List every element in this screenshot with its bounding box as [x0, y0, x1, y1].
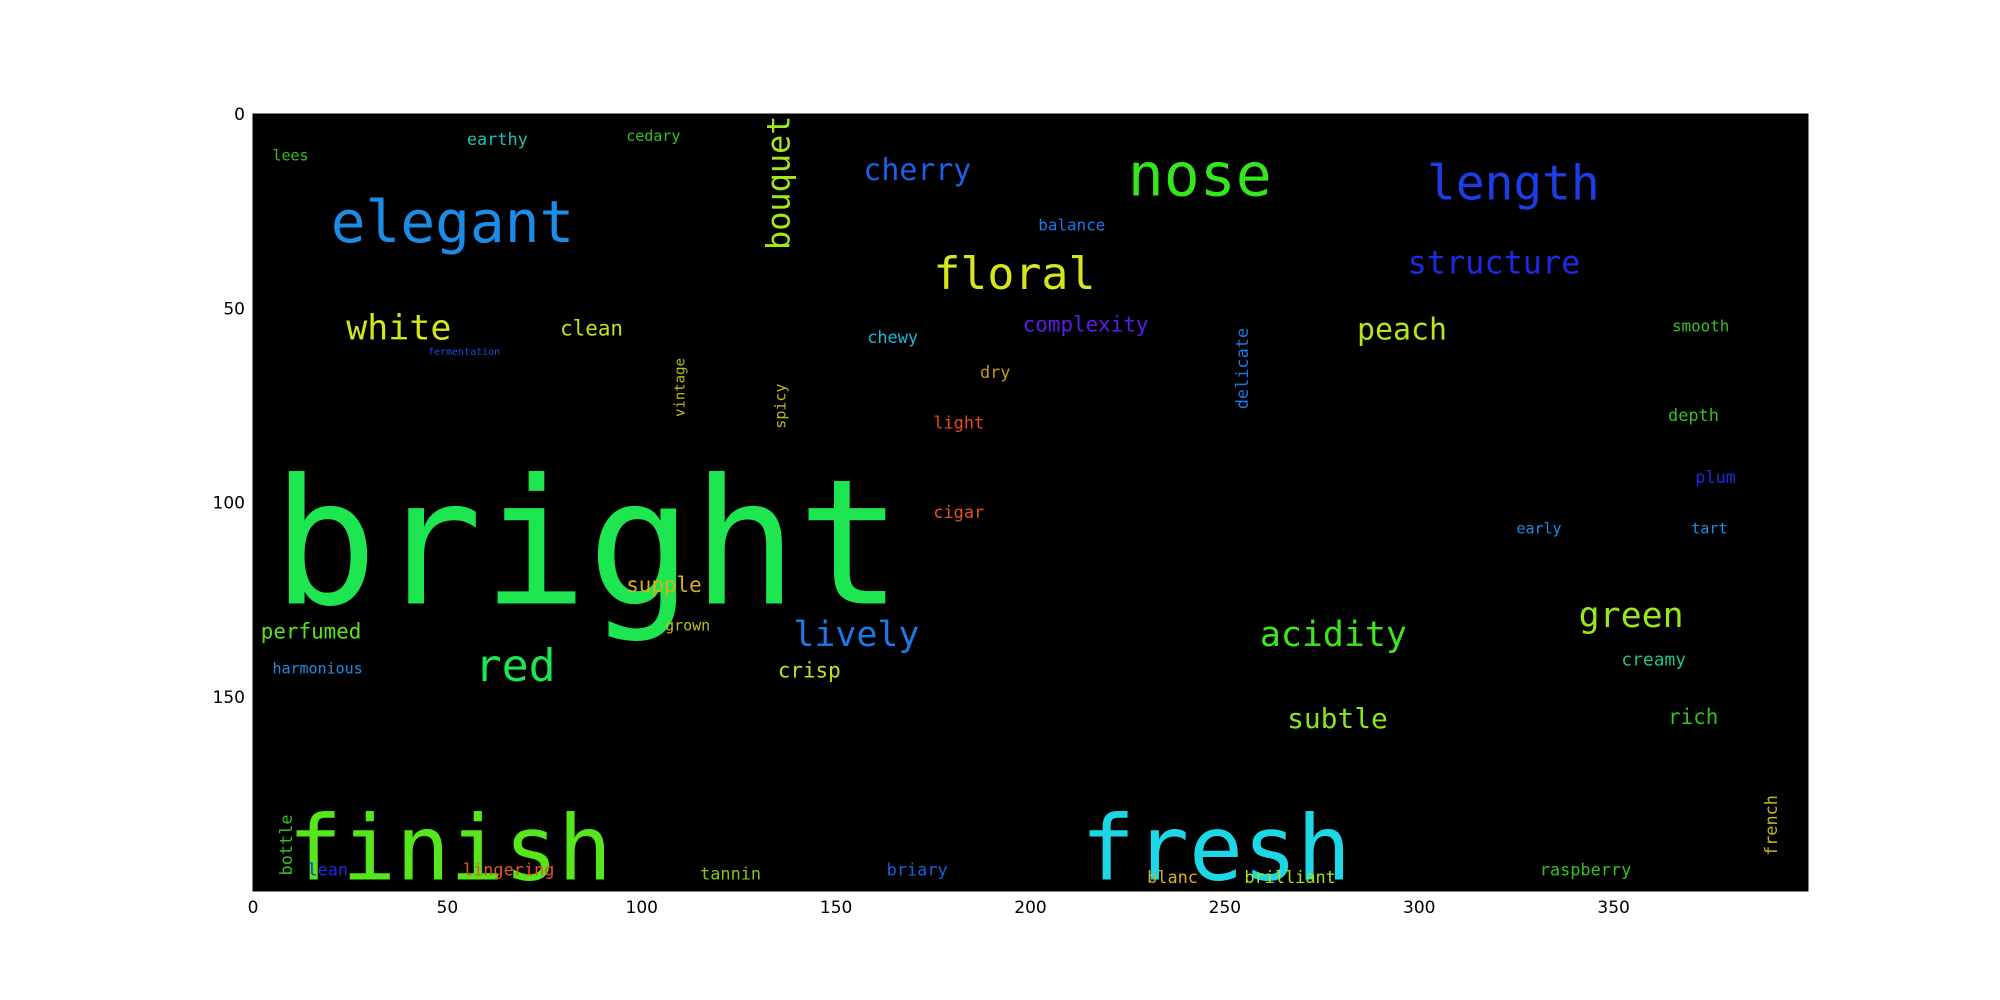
- word-lees: lees: [272, 147, 308, 165]
- y-tick-label: 50: [223, 299, 245, 319]
- word-green: green: [1579, 596, 1684, 636]
- word-french: french: [1761, 795, 1781, 856]
- word-spicy: spicy: [772, 384, 790, 429]
- word-lean: lean: [307, 859, 348, 879]
- word-bouquet: bouquet: [759, 116, 797, 250]
- y-tick-label: 0: [234, 105, 245, 125]
- word-structure: structure: [1408, 243, 1581, 281]
- plot-area: [253, 114, 1808, 891]
- y-tick-label: 150: [213, 688, 245, 708]
- x-tick-label: 200: [1014, 898, 1046, 918]
- word-delicate: delicate: [1232, 328, 1252, 409]
- word-clean: clean: [560, 316, 623, 340]
- word-vintage: vintage: [673, 358, 689, 417]
- y-tick-label: 100: [213, 494, 245, 514]
- word-brilliant: brilliant: [1244, 867, 1336, 887]
- word-complexity: complexity: [1023, 313, 1149, 337]
- x-tick-label: 100: [626, 898, 658, 918]
- word-nose: nose: [1128, 141, 1272, 211]
- x-tick-label: 150: [820, 898, 852, 918]
- word-lingering: lingering: [463, 859, 555, 879]
- word-elegant: elegant: [331, 188, 575, 256]
- word-cherry: cherry: [863, 153, 971, 188]
- word-fresh: fresh: [1081, 797, 1351, 901]
- word-bottle: bottle: [276, 814, 296, 875]
- word-rich: rich: [1668, 705, 1718, 729]
- word-length: length: [1427, 156, 1600, 211]
- word-red: red: [475, 639, 556, 692]
- word-raspberry: raspberry: [1540, 859, 1632, 879]
- word-layer: bright finish fresh elegant nose length cherry…: [261, 116, 1781, 901]
- y-axis: 0 50 100 150: [213, 105, 1808, 708]
- word-cedary: cedary: [626, 127, 680, 145]
- word-plum: plum: [1695, 467, 1736, 487]
- word-acidity: acidity: [1260, 615, 1407, 655]
- word-cigar: cigar: [933, 502, 984, 522]
- x-tick-label: 250: [1209, 898, 1241, 918]
- word-grown: grown: [665, 617, 710, 635]
- word-crisp: crisp: [778, 658, 841, 682]
- word-fermentation: fermentation: [428, 347, 500, 358]
- x-tick-label: 0: [248, 898, 259, 918]
- word-supple: supple: [626, 573, 701, 597]
- word-perfumed: perfumed: [261, 619, 362, 643]
- word-harmonious: harmonious: [272, 659, 362, 677]
- word-finish: finish: [288, 797, 612, 901]
- word-chewy: chewy: [867, 327, 918, 347]
- word-peach: peach: [1357, 312, 1447, 347]
- word-light: light: [933, 413, 984, 433]
- word-bright: bright: [272, 443, 902, 646]
- word-blanc: blanc: [1147, 867, 1198, 887]
- word-creamy: creamy: [1621, 650, 1686, 671]
- word-smooth: smooth: [1672, 317, 1729, 336]
- word-white: white: [346, 308, 451, 348]
- word-briary: briary: [887, 859, 948, 879]
- word-depth: depth: [1668, 405, 1719, 425]
- word-earthy: earthy: [467, 129, 528, 149]
- word-tart: tart: [1691, 520, 1727, 538]
- x-axis: 0 50 100 150 200 250 300 350: [248, 114, 1630, 918]
- word-balance: balance: [1038, 216, 1105, 235]
- x-tick-label: 300: [1403, 898, 1435, 918]
- word-subtle: subtle: [1287, 702, 1388, 735]
- word-dry: dry: [980, 362, 1011, 382]
- word-tannin: tannin: [700, 863, 761, 883]
- word-early: early: [1516, 520, 1561, 538]
- x-tick-label: 350: [1597, 898, 1629, 918]
- word-floral: floral: [933, 247, 1095, 300]
- word-lively: lively: [793, 615, 919, 655]
- x-tick-label: 50: [437, 898, 459, 918]
